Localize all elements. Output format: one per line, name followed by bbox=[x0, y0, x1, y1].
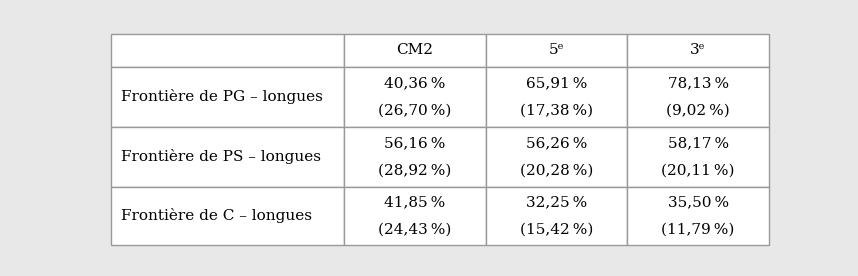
Bar bbox=[344, 67, 486, 127]
Text: 32,25 %: 32,25 % bbox=[526, 195, 587, 209]
Bar bbox=[111, 187, 344, 245]
Text: (24,43 %): (24,43 %) bbox=[378, 222, 451, 237]
Text: 56,26 %: 56,26 % bbox=[526, 136, 587, 150]
Text: (17,38 %): (17,38 %) bbox=[520, 104, 593, 118]
Text: 56,16 %: 56,16 % bbox=[384, 136, 445, 150]
Text: 3ᵉ: 3ᵉ bbox=[691, 44, 706, 57]
Bar bbox=[627, 187, 769, 245]
Text: 78,13 %: 78,13 % bbox=[668, 76, 728, 90]
Bar bbox=[344, 187, 486, 245]
Text: Frontière de PS – longues: Frontière de PS – longues bbox=[120, 149, 321, 164]
Text: (28,92 %): (28,92 %) bbox=[378, 164, 451, 177]
Bar bbox=[486, 67, 627, 127]
Text: CM2: CM2 bbox=[396, 44, 433, 57]
Text: 58,17 %: 58,17 % bbox=[668, 136, 728, 150]
Text: 40,36 %: 40,36 % bbox=[384, 76, 445, 90]
Text: (15,42 %): (15,42 %) bbox=[520, 222, 593, 237]
Bar bbox=[627, 34, 769, 67]
Text: 35,50 %: 35,50 % bbox=[668, 195, 728, 209]
Bar bbox=[627, 67, 769, 127]
Bar bbox=[111, 67, 344, 127]
Text: (9,02 %): (9,02 %) bbox=[666, 104, 730, 118]
Text: Frontière de PG – longues: Frontière de PG – longues bbox=[120, 89, 323, 104]
Text: 65,91 %: 65,91 % bbox=[526, 76, 587, 90]
Text: (20,28 %): (20,28 %) bbox=[520, 164, 593, 177]
Text: (26,70 %): (26,70 %) bbox=[378, 104, 451, 118]
Bar bbox=[486, 187, 627, 245]
Bar bbox=[344, 34, 486, 67]
Text: 5ᵉ: 5ᵉ bbox=[549, 44, 565, 57]
Text: 41,85 %: 41,85 % bbox=[384, 195, 445, 209]
Bar bbox=[344, 127, 486, 187]
Text: (11,79 %): (11,79 %) bbox=[662, 222, 734, 237]
Bar bbox=[486, 127, 627, 187]
Text: (20,11 %): (20,11 %) bbox=[662, 164, 734, 177]
Text: Frontière de C – longues: Frontière de C – longues bbox=[120, 208, 311, 223]
Bar bbox=[111, 34, 344, 67]
Bar bbox=[627, 127, 769, 187]
Bar bbox=[111, 127, 344, 187]
Bar bbox=[486, 34, 627, 67]
